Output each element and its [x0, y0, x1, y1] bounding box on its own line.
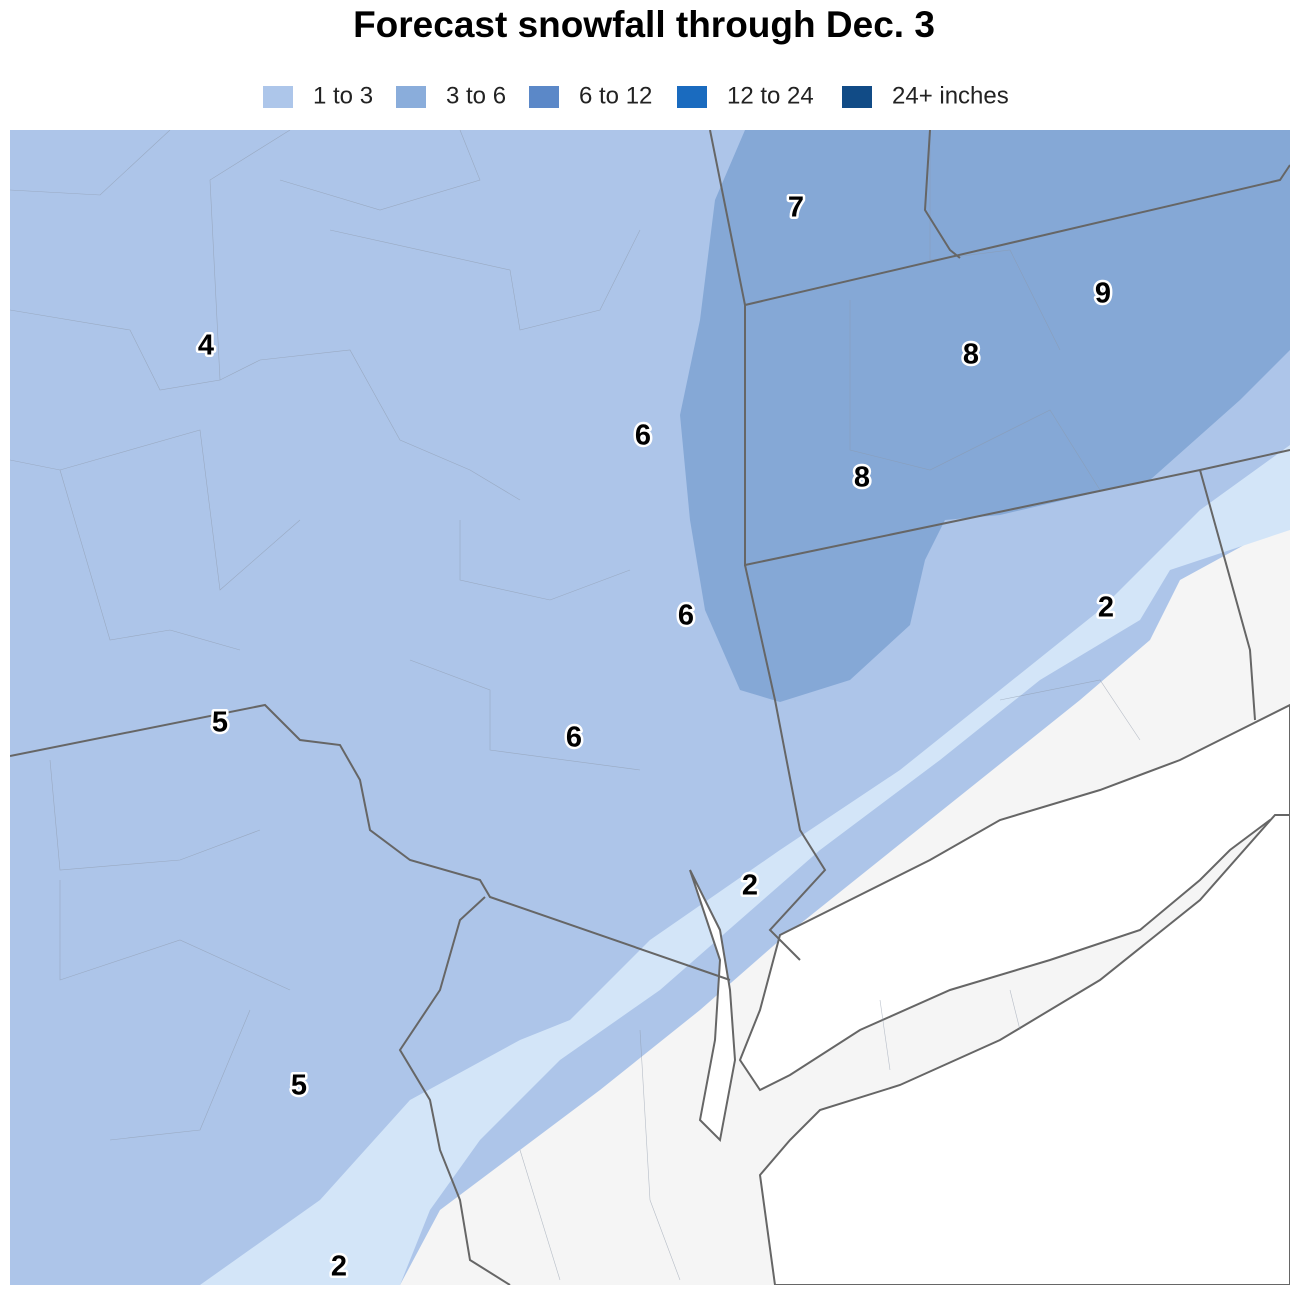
map: [10, 130, 1290, 1285]
legend-label: 24+ inches: [892, 82, 1009, 109]
hudson-river: [689, 869, 737, 1143]
snow-total-label: 5: [212, 707, 228, 739]
snow-total-label: 6: [566, 722, 582, 754]
atlantic-ocean: [758, 814, 1290, 1285]
snow-total-label: 2: [331, 1251, 347, 1283]
snow-total-label: 7: [788, 192, 804, 224]
snow-total-label: 9: [1095, 278, 1111, 310]
legend-label: 1 to 3: [313, 82, 373, 109]
legend-label: 3 to 6: [446, 82, 506, 109]
snow-total-label: 2: [1098, 592, 1114, 624]
legend-swatch: [677, 86, 707, 108]
title: Forecast snowfall through Dec. 3: [353, 4, 935, 45]
map-labels: 7 9 8 4 6 8 6 2 5 6 2 5 2: [195, 189, 1116, 1285]
zone-1-3: [200, 445, 1290, 1285]
snow-total-label: 8: [963, 339, 979, 371]
legend-swatch: [842, 86, 872, 108]
legend-label: 12 to 24: [727, 82, 814, 109]
long-island-sound: [738, 703, 1290, 1092]
snow-total-label: 5: [291, 1070, 307, 1102]
legend-swatch: [263, 86, 293, 108]
legend-swatch: [529, 86, 559, 108]
snow-total-label: 2: [742, 870, 758, 902]
snow-total-label: 6: [635, 420, 651, 452]
legend-label: 6 to 12: [579, 82, 652, 109]
snow-total-label: 8: [854, 462, 870, 494]
zone-6-12: [680, 130, 1290, 702]
snow-total-label: 4: [198, 330, 214, 362]
legend-swatch: [396, 86, 426, 108]
legend: 1 to 3 3 to 6 6 to 12 12 to 24 24+ inches: [263, 82, 1009, 109]
snow-total-label: 6: [678, 600, 694, 632]
